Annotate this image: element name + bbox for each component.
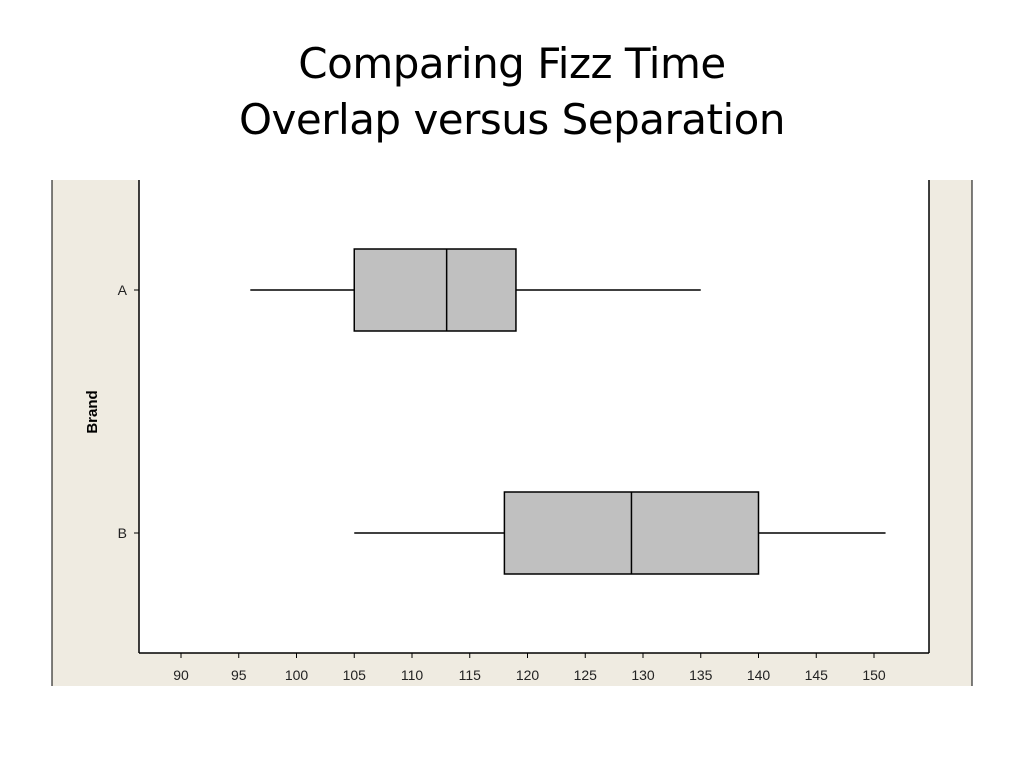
x-tick-label: 150	[862, 667, 886, 683]
x-tick-label: 130	[631, 667, 655, 683]
x-tick-label: 145	[805, 667, 829, 683]
x-tick-label: 120	[516, 667, 540, 683]
slide-title: Comparing Fizz Time Overlap versus Separ…	[0, 36, 1024, 148]
plot-area	[139, 180, 929, 653]
x-tick-label: 115	[459, 667, 482, 683]
title-line-2: Overlap versus Separation	[239, 95, 786, 144]
x-tick-label: 105	[343, 667, 367, 683]
x-tick-label: 125	[574, 667, 598, 683]
y-tick-label: B	[118, 525, 127, 541]
x-tick-label: 90	[173, 667, 189, 683]
x-tick-label: 135	[689, 667, 713, 683]
x-ticks: 90 95 100 105 110 115 120 125 130 135 140 145 150	[173, 653, 886, 683]
y-tick-label: A	[118, 282, 128, 298]
y-axis-label: Brand	[84, 390, 101, 433]
x-tick-label: 100	[285, 667, 309, 683]
box-a	[250, 248, 701, 332]
x-tick-label: 110	[401, 667, 424, 683]
iqr-box	[353, 248, 517, 332]
x-tick-label: 140	[747, 667, 771, 683]
title-line-1: Comparing Fizz Time	[298, 39, 726, 88]
box-b	[354, 491, 886, 575]
box-series	[250, 248, 886, 575]
y-ticks: AB	[118, 282, 139, 541]
x-tick-label: 95	[231, 667, 247, 683]
